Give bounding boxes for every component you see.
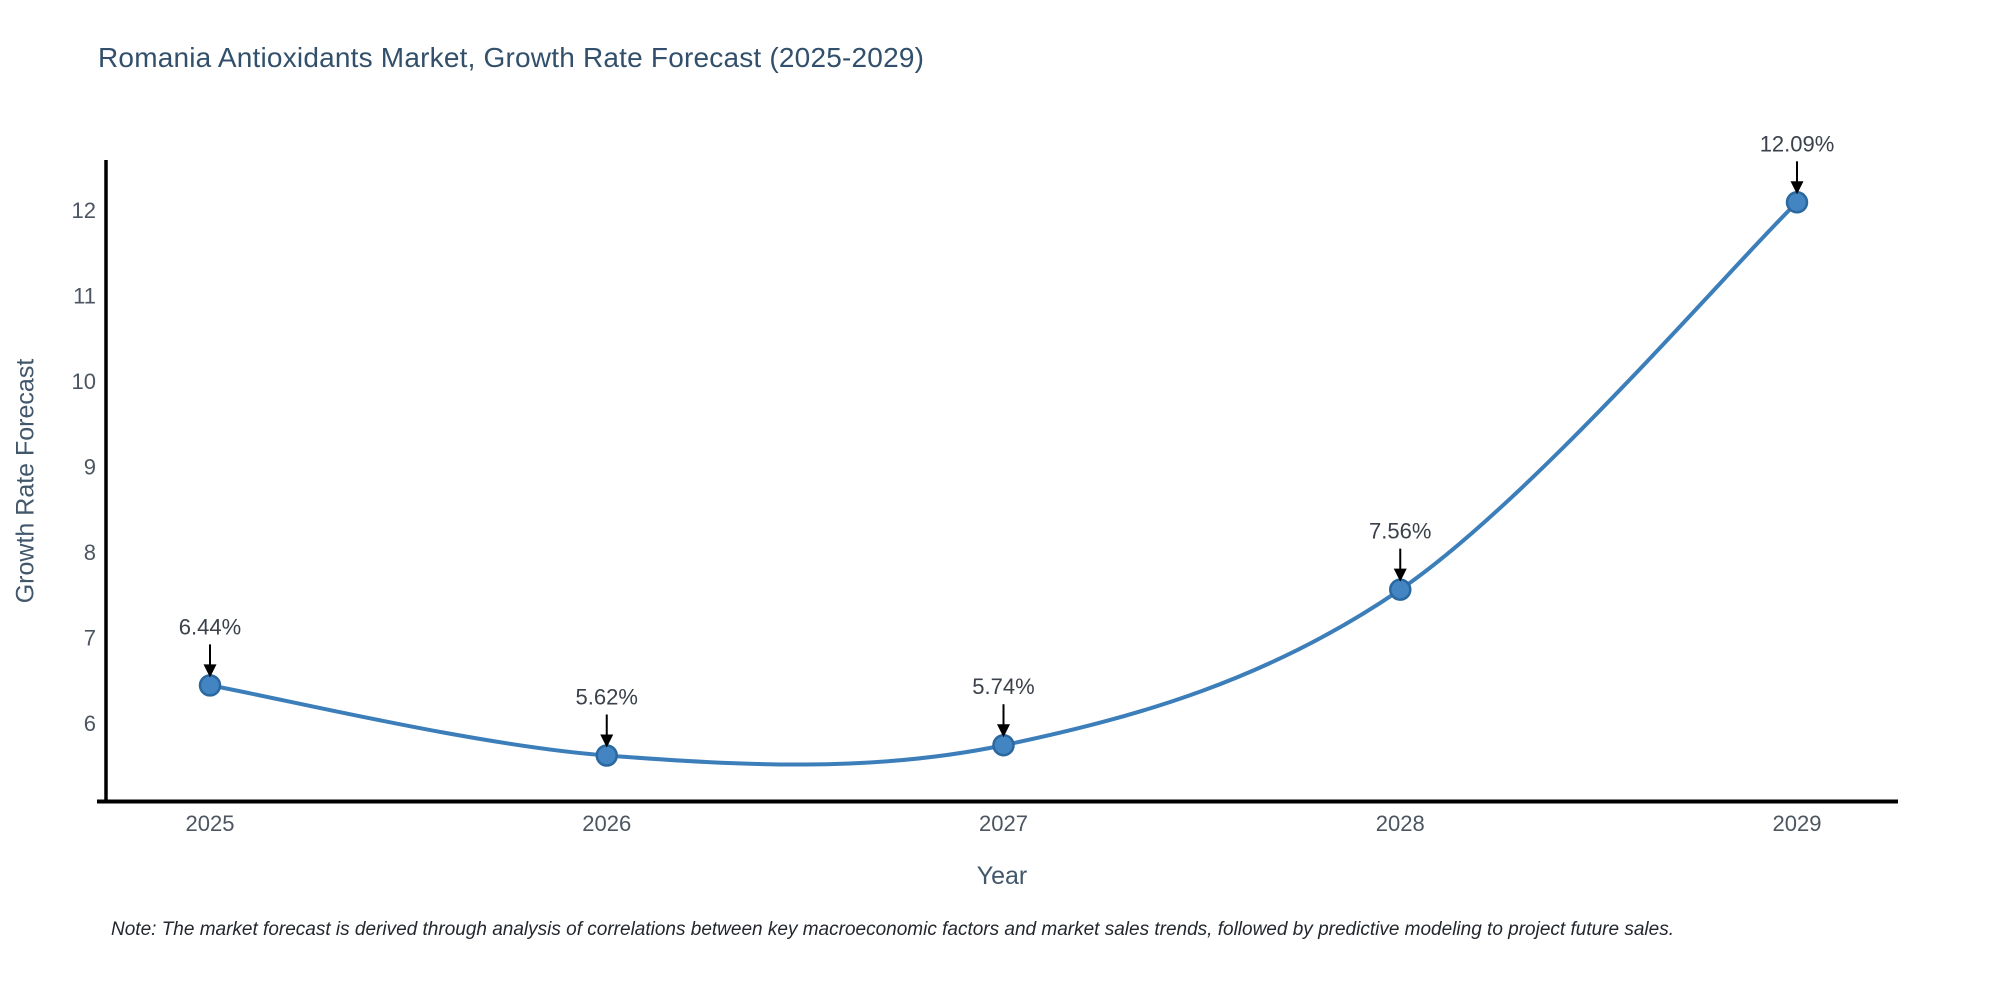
data-point-marker-2027[interactable]	[992, 733, 1015, 757]
annotation-arrowhead-icon	[600, 734, 614, 748]
y-tick-label: 11	[73, 284, 96, 309]
x-tick-label: 2027	[979, 811, 1028, 836]
annotation-arrowhead-icon	[1790, 181, 1804, 195]
annotation-label-2029: 12.09%	[1760, 131, 1835, 156]
annotation-arrowhead-icon	[203, 664, 217, 678]
y-tick-label: 9	[84, 455, 96, 480]
annotation-label-2026: 5.62%	[576, 684, 638, 709]
y-tick-label: 12	[72, 198, 96, 223]
annotation-label-2027: 5.74%	[972, 674, 1034, 699]
data-point-marker-2029[interactable]	[1785, 191, 1809, 214]
data-point-marker-2026[interactable]	[595, 744, 618, 767]
annotation-arrowhead-icon	[1393, 568, 1407, 582]
annotation-label-2025: 6.44%	[179, 614, 241, 639]
data-point-marker-2025[interactable]	[198, 674, 222, 697]
annotation-label-2028: 7.56%	[1369, 519, 1431, 544]
y-tick-label: 8	[84, 540, 96, 565]
y-tick-label: 6	[84, 711, 96, 736]
data-point-marker-2028[interactable]	[1389, 578, 1412, 601]
x-axis-title: Year	[976, 862, 1028, 890]
y-tick-label: 10	[72, 369, 96, 394]
chart-title: Romania Antioxidants Market, Growth Rate…	[98, 42, 925, 73]
x-tick-label: 2025	[186, 811, 235, 836]
y-tick-label: 7	[84, 626, 96, 651]
x-tick-label: 2029	[1773, 811, 1822, 836]
x-tick-label: 2026	[582, 811, 631, 836]
footnote: Note: The market forecast is derived thr…	[111, 919, 1674, 940]
x-tick-label: 2028	[1376, 811, 1425, 836]
annotation-arrowhead-icon	[997, 724, 1010, 738]
